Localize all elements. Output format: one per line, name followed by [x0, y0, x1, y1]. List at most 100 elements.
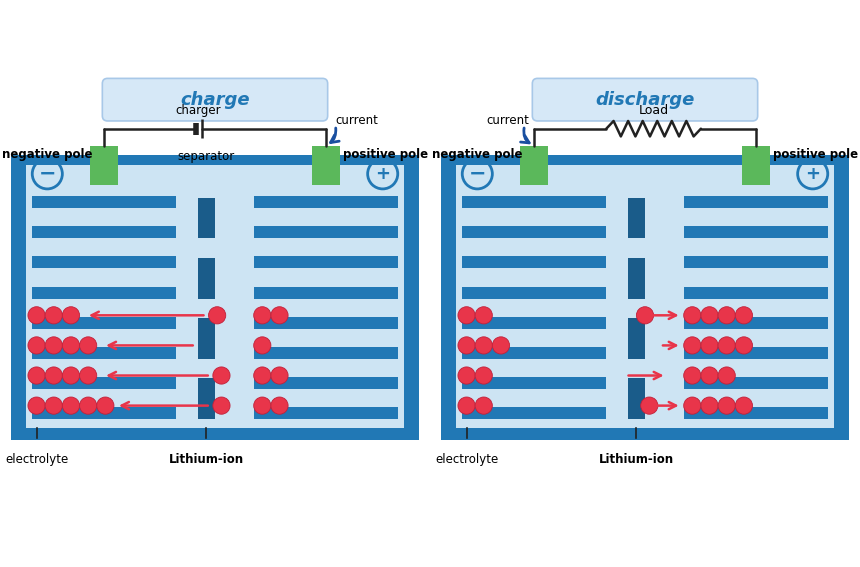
Circle shape	[79, 337, 96, 354]
Circle shape	[735, 397, 752, 414]
Circle shape	[718, 397, 735, 414]
Circle shape	[209, 307, 225, 324]
Bar	[33, 316, 176, 329]
Bar	[684, 196, 827, 208]
Bar	[198, 197, 215, 238]
Text: Load: Load	[638, 104, 669, 117]
Bar	[33, 377, 176, 389]
Text: positive pole: positive pole	[343, 148, 427, 161]
Circle shape	[62, 397, 79, 414]
Bar	[463, 286, 606, 299]
Text: current: current	[335, 115, 378, 128]
Bar	[33, 407, 176, 419]
Circle shape	[45, 337, 62, 354]
Bar	[463, 316, 606, 329]
Circle shape	[45, 307, 62, 324]
Circle shape	[254, 397, 271, 414]
Circle shape	[475, 337, 492, 354]
Circle shape	[458, 307, 475, 324]
Circle shape	[62, 367, 79, 384]
Circle shape	[701, 307, 718, 324]
Text: electrolyte: electrolyte	[5, 454, 68, 466]
Bar	[684, 316, 827, 329]
Circle shape	[271, 307, 288, 324]
Circle shape	[684, 337, 701, 354]
Text: current: current	[486, 115, 529, 128]
Text: Lithium-ion: Lithium-ion	[169, 454, 244, 466]
Circle shape	[458, 397, 475, 414]
Text: charger: charger	[175, 104, 222, 117]
Bar	[254, 316, 397, 329]
Bar	[33, 346, 176, 359]
Circle shape	[475, 367, 492, 384]
Circle shape	[254, 307, 271, 324]
Text: +: +	[805, 165, 820, 183]
Text: electrolyte: electrolyte	[435, 454, 498, 466]
Circle shape	[684, 367, 701, 384]
Bar	[90, 146, 119, 185]
Bar	[463, 407, 606, 419]
Text: Lithium-ion: Lithium-ion	[599, 454, 674, 466]
Circle shape	[213, 397, 230, 414]
Text: −: −	[469, 164, 486, 184]
Circle shape	[45, 397, 62, 414]
Circle shape	[735, 307, 752, 324]
Circle shape	[458, 337, 475, 354]
FancyBboxPatch shape	[26, 165, 404, 428]
Bar	[33, 196, 176, 208]
FancyBboxPatch shape	[102, 78, 328, 121]
Circle shape	[735, 337, 752, 354]
Circle shape	[475, 397, 492, 414]
Text: discharge: discharge	[595, 91, 695, 109]
Bar	[254, 256, 397, 268]
Bar	[33, 226, 176, 238]
Circle shape	[636, 307, 654, 324]
Circle shape	[271, 397, 288, 414]
Circle shape	[62, 337, 79, 354]
Bar	[463, 377, 606, 389]
Text: −: −	[39, 164, 56, 184]
Circle shape	[28, 337, 45, 354]
FancyBboxPatch shape	[456, 165, 834, 428]
Circle shape	[718, 367, 735, 384]
Bar	[254, 226, 397, 238]
Circle shape	[475, 307, 492, 324]
Bar	[463, 226, 606, 238]
Circle shape	[79, 397, 96, 414]
Bar	[520, 146, 549, 185]
Circle shape	[701, 337, 718, 354]
Text: negative pole: negative pole	[2, 148, 93, 161]
Circle shape	[718, 307, 735, 324]
Bar	[628, 318, 645, 359]
Bar	[463, 346, 606, 359]
Bar	[741, 146, 770, 185]
Bar	[628, 197, 645, 238]
Circle shape	[45, 367, 62, 384]
Bar	[463, 196, 606, 208]
Circle shape	[96, 397, 114, 414]
Circle shape	[213, 367, 230, 384]
Circle shape	[28, 307, 45, 324]
Circle shape	[271, 367, 288, 384]
Bar	[684, 346, 827, 359]
Circle shape	[254, 337, 271, 354]
Circle shape	[254, 367, 271, 384]
Bar	[684, 286, 827, 299]
Bar	[254, 407, 397, 419]
Circle shape	[79, 367, 96, 384]
Bar	[33, 256, 176, 268]
Bar	[33, 286, 176, 299]
Bar	[311, 146, 340, 185]
Bar	[684, 377, 827, 389]
Circle shape	[458, 367, 475, 384]
Bar	[684, 226, 827, 238]
Bar	[684, 407, 827, 419]
Circle shape	[62, 307, 79, 324]
Bar	[463, 256, 606, 268]
Circle shape	[684, 307, 701, 324]
Circle shape	[701, 397, 718, 414]
Circle shape	[701, 367, 718, 384]
Bar	[198, 318, 215, 359]
FancyBboxPatch shape	[10, 154, 420, 441]
Circle shape	[718, 337, 735, 354]
